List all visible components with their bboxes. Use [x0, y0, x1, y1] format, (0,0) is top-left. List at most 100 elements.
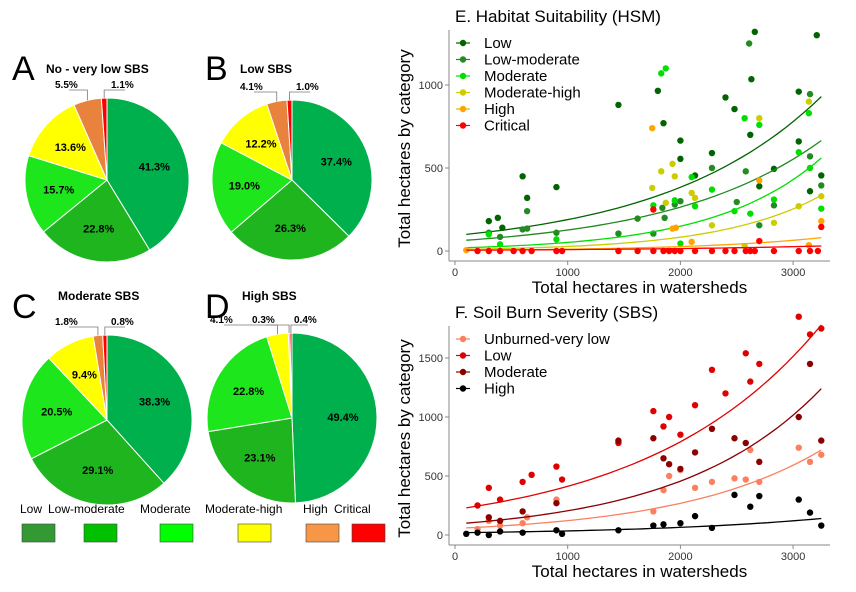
- data-point: [745, 40, 753, 47]
- data-point: [722, 94, 729, 101]
- data-point: [519, 520, 526, 527]
- data-point: [805, 241, 813, 249]
- x-tick-label: 2000: [668, 267, 692, 279]
- pie-slice-critical: [102, 334, 108, 421]
- data-point: [742, 350, 749, 357]
- pie-slice-low: [291, 332, 378, 504]
- pie-value-label: 26.3%: [275, 223, 306, 235]
- data-point: [553, 236, 560, 243]
- pie-value-label: 19.0%: [229, 180, 260, 192]
- data-point: [650, 206, 657, 213]
- data-point: [731, 475, 738, 482]
- pie-value-label: 15.7%: [43, 184, 74, 196]
- data-point: [665, 461, 673, 468]
- data-point: [747, 378, 754, 385]
- data-point: [795, 138, 802, 145]
- data-point: [748, 75, 755, 83]
- fit-curve: [466, 449, 822, 529]
- data-point: [770, 219, 778, 226]
- data-point: [553, 247, 560, 255]
- chart-title: F. Soil Burn Severity (SBS): [455, 303, 658, 322]
- data-point: [485, 247, 493, 255]
- pie-value-label: 22.8%: [83, 223, 114, 235]
- y-axis-label: Total hectares by category: [395, 49, 414, 248]
- legend-marker: [459, 368, 467, 376]
- leader-line: [289, 91, 310, 101]
- data-point: [795, 313, 802, 320]
- x-axis-label: Total hectares in watersheds: [532, 562, 747, 581]
- fit-curve: [466, 140, 822, 241]
- data-point: [677, 198, 684, 205]
- data-point: [671, 197, 678, 204]
- x-tick-label: 3000: [781, 267, 805, 279]
- data-point: [708, 222, 716, 229]
- data-point: [770, 247, 778, 255]
- data-point: [795, 149, 802, 156]
- data-point: [677, 520, 684, 527]
- series-low-moderate: [466, 40, 825, 241]
- legend-label: Low: [484, 35, 512, 52]
- pie-slice-moderate-high: [28, 104, 108, 181]
- series-high: [463, 491, 825, 539]
- data-point: [795, 496, 802, 503]
- data-point: [485, 531, 493, 539]
- data-point: [806, 188, 814, 195]
- data-point: [519, 508, 526, 515]
- pie-value-label: 9.4%: [72, 369, 97, 381]
- y-tick-label: 500: [425, 163, 443, 175]
- data-point: [806, 360, 814, 368]
- data-point: [660, 521, 667, 528]
- data-point: [496, 528, 504, 535]
- data-point: [795, 88, 802, 95]
- pie-value-label: 12.2%: [245, 138, 276, 150]
- data-point: [649, 124, 656, 132]
- data-point: [806, 331, 814, 338]
- pie-slice-low-moderate: [30, 419, 165, 506]
- legend-swatch: [351, 523, 386, 543]
- legend-label: Critical: [334, 502, 371, 516]
- pie-slice-moderate: [24, 155, 109, 233]
- legend-marker: [459, 72, 467, 80]
- x-tick-label: 0: [452, 551, 458, 563]
- data-point: [649, 184, 656, 192]
- data-point: [688, 173, 695, 181]
- fit-curve: [466, 194, 822, 250]
- pie-slice-low-moderate: [42, 179, 151, 263]
- pie-slice-low-moderate: [207, 417, 296, 504]
- legend-marker: [459, 352, 467, 359]
- data-point: [671, 173, 678, 180]
- pie-value-label: 0.4%: [294, 315, 317, 326]
- data-point: [665, 247, 673, 255]
- data-point: [553, 183, 560, 191]
- pie-slice-low-moderate: [230, 179, 350, 261]
- pie-value-label: 1.0%: [296, 82, 319, 93]
- data-point: [708, 149, 716, 157]
- pie-slice-moderate-high: [220, 103, 293, 182]
- pie-value-label: 37.4%: [321, 156, 352, 168]
- data-point: [747, 210, 754, 217]
- panel-letter: D: [205, 288, 230, 326]
- pie-value-label: 4.1%: [240, 82, 263, 93]
- legend-swatch: [83, 523, 118, 543]
- data-point: [751, 247, 758, 255]
- data-point: [747, 247, 754, 255]
- data-point: [558, 476, 566, 483]
- data-point: [669, 160, 676, 168]
- data-point: [523, 225, 531, 232]
- pie-value-label: 49.4%: [327, 412, 358, 424]
- pie-title: No - very low SBS: [46, 62, 149, 76]
- leader-line: [254, 91, 278, 102]
- panel-letter: C: [12, 288, 37, 326]
- legend-label: Moderate: [484, 68, 547, 85]
- data-point: [677, 240, 684, 247]
- data-point: [660, 486, 667, 494]
- x-axis-label: Total hectares in watersheds: [532, 278, 747, 297]
- data-point: [662, 65, 669, 72]
- legend-marker: [459, 89, 467, 96]
- legend-label: Unburned-very low: [484, 331, 610, 348]
- pie-value-label: 13.6%: [55, 142, 86, 154]
- legend-label: Low-moderate: [48, 502, 125, 516]
- data-point: [650, 435, 657, 442]
